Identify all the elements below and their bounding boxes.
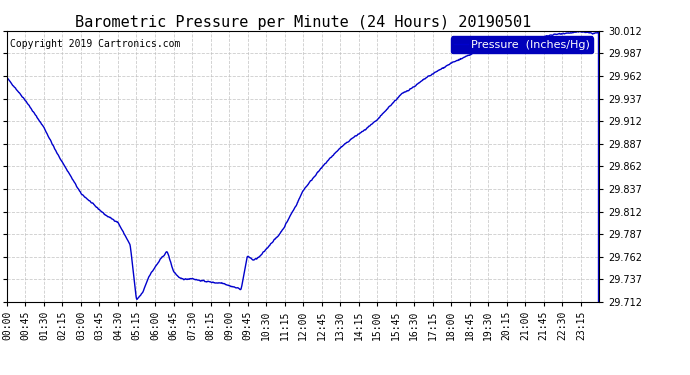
Line: Pressure  (Inches/Hg): Pressure (Inches/Hg) xyxy=(7,32,599,375)
Pressure  (Inches/Hg) xyxy=(524,39,533,43)
Legend: Pressure  (Inches/Hg): Pressure (Inches/Hg) xyxy=(451,36,593,53)
Pressure  (Inches/Hg) xyxy=(120,231,128,236)
Pressure  (Inches/Hg) xyxy=(395,94,403,99)
Title: Barometric Pressure per Minute (24 Hours) 20190501: Barometric Pressure per Minute (24 Hours… xyxy=(75,15,531,30)
Pressure  (Inches/Hg) xyxy=(576,29,584,34)
Pressure  (Inches/Hg) xyxy=(201,279,209,284)
Pressure  (Inches/Hg) xyxy=(472,50,480,54)
Text: Copyright 2019 Cartronics.com: Copyright 2019 Cartronics.com xyxy=(10,39,180,49)
Pressure  (Inches/Hg) xyxy=(135,295,143,300)
